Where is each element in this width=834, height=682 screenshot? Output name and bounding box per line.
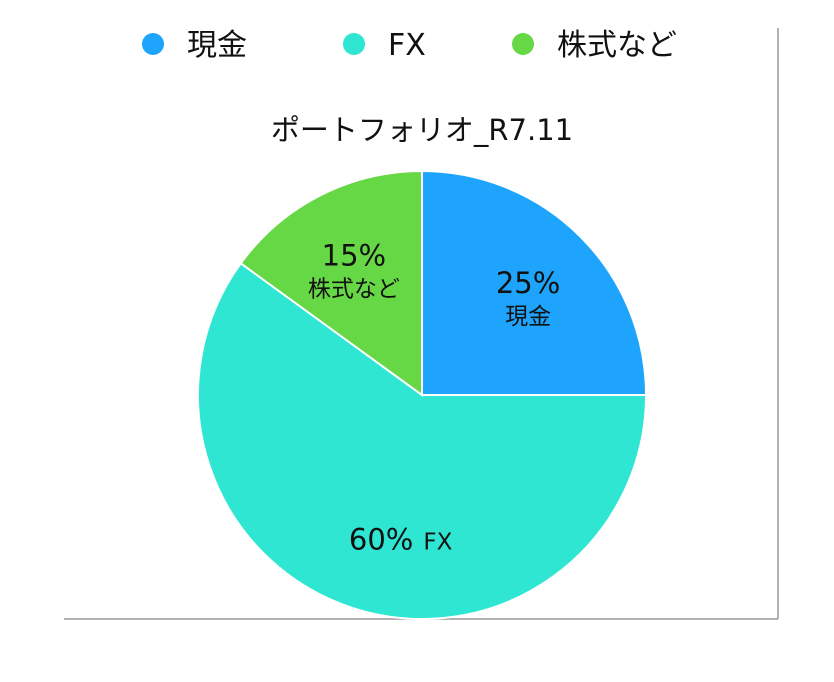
slices [197, 169, 648, 620]
legend-marker-1 [343, 33, 365, 55]
legend-marker-0 [142, 33, 164, 55]
slice-labels: 25% 現金 60% FX 15% 株式など [308, 238, 560, 556]
chart-title: ポートフォリオ_R7.11 [271, 113, 573, 147]
legend-label-1: FX [388, 28, 426, 63]
slice-percent-0: 25% [496, 266, 560, 300]
legend-label-0: 現金 [187, 28, 247, 63]
pie-slice-1 [197, 261, 648, 620]
slice-category-0: 現金 [505, 304, 551, 330]
pie-slice-0 [421, 169, 648, 396]
legend-marker-2 [512, 33, 534, 55]
legend: 現金 FX 株式など [142, 28, 677, 63]
slice-percent-2: 15% [322, 238, 386, 272]
slice-category-2: 株式など [308, 276, 400, 302]
pie-slice-2 [239, 169, 423, 397]
legend-label-2: 株式など [557, 28, 677, 63]
slice-label-1: 60% FX [349, 523, 453, 557]
